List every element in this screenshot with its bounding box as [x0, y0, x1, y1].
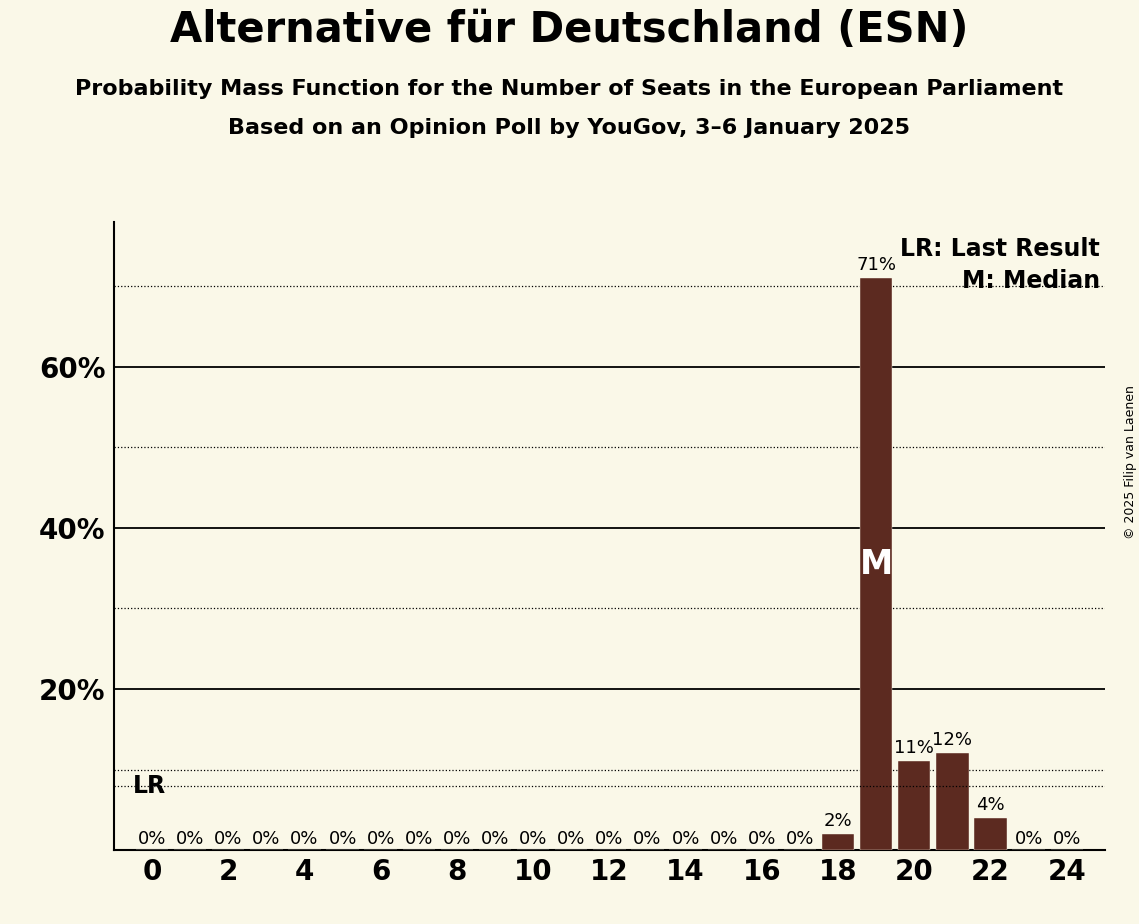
- Bar: [936, 753, 968, 850]
- Text: 0%: 0%: [328, 830, 357, 847]
- Text: 0%: 0%: [138, 830, 166, 847]
- Text: 0%: 0%: [596, 830, 623, 847]
- Text: 11%: 11%: [894, 739, 934, 758]
- Text: Alternative für Deutschland (ESN): Alternative für Deutschland (ESN): [170, 9, 969, 51]
- Text: 0%: 0%: [519, 830, 548, 847]
- Bar: [898, 761, 931, 850]
- Text: 0%: 0%: [175, 830, 204, 847]
- Text: 0%: 0%: [1052, 830, 1081, 847]
- Text: 4%: 4%: [976, 796, 1005, 814]
- Text: 0%: 0%: [786, 830, 814, 847]
- Text: 0%: 0%: [252, 830, 280, 847]
- Text: Probability Mass Function for the Number of Seats in the European Parliament: Probability Mass Function for the Number…: [75, 79, 1064, 99]
- Text: 0%: 0%: [481, 830, 509, 847]
- Text: Based on an Opinion Poll by YouGov, 3–6 January 2025: Based on an Opinion Poll by YouGov, 3–6 …: [229, 118, 910, 139]
- Text: 0%: 0%: [671, 830, 699, 847]
- Text: 0%: 0%: [404, 830, 433, 847]
- Text: M: M: [860, 548, 893, 580]
- Text: 2%: 2%: [823, 812, 852, 830]
- Bar: [860, 278, 892, 850]
- Text: 0%: 0%: [710, 830, 738, 847]
- Text: 0%: 0%: [443, 830, 472, 847]
- Bar: [974, 818, 1007, 850]
- Text: 0%: 0%: [290, 830, 319, 847]
- Text: M: Median: M: Median: [961, 269, 1100, 293]
- Text: 0%: 0%: [214, 830, 243, 847]
- Bar: [822, 834, 854, 850]
- Text: 0%: 0%: [633, 830, 662, 847]
- Text: © 2025 Filip van Laenen: © 2025 Filip van Laenen: [1124, 385, 1137, 539]
- Text: 0%: 0%: [367, 830, 395, 847]
- Text: 0%: 0%: [1015, 830, 1043, 847]
- Text: 0%: 0%: [747, 830, 776, 847]
- Text: 0%: 0%: [557, 830, 585, 847]
- Text: LR: LR: [133, 773, 166, 797]
- Text: 12%: 12%: [933, 732, 973, 749]
- Text: 71%: 71%: [857, 256, 896, 274]
- Text: LR: Last Result: LR: Last Result: [900, 237, 1100, 261]
